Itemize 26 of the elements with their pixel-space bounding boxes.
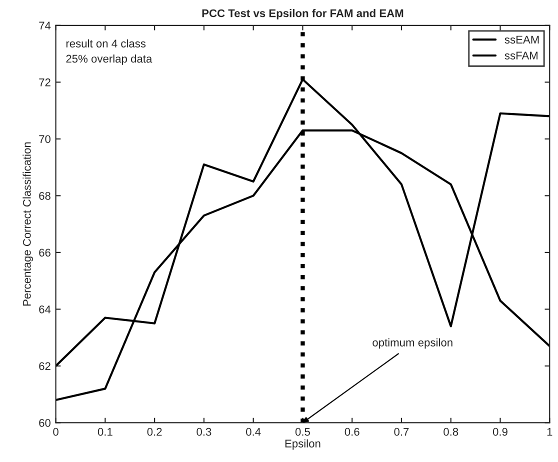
x-tick-label: 0.4: [246, 428, 261, 436]
x-tick-label: 0.6: [344, 428, 360, 436]
annotation: optimum epsilon: [372, 338, 452, 349]
x-tick-label: 0.1: [98, 428, 112, 436]
y-tick-label: 60: [39, 418, 51, 427]
y-tick-label: 72: [39, 78, 50, 86]
y-tick-label: 66: [39, 248, 50, 257]
y-tick-label: 74: [39, 22, 51, 30]
chart-title: PCC Test vs Epsilon for FAM and EAM: [202, 9, 404, 20]
x-tick-label: 0: [53, 428, 58, 436]
x-tick-label: 0.8: [444, 428, 458, 436]
x-tick-label: 0.9: [492, 428, 508, 436]
x-tick-label: 0.5: [295, 428, 310, 436]
y-tick-label: 68: [39, 192, 50, 200]
y-tick-label: 64: [39, 305, 51, 314]
x-tick-label: 0.2: [147, 428, 162, 436]
x-tick-label: 0.3: [196, 428, 212, 436]
annotation: result on 4 class 25% overlap data: [66, 39, 152, 65]
y-axis-title: Percentage Correct Classification: [22, 142, 34, 306]
x-tick-label: 0.7: [394, 428, 409, 436]
x-tick-label: 1: [547, 428, 552, 436]
legend-label: ssFAM: [504, 52, 538, 60]
y-tick-label: 62: [39, 362, 50, 370]
y-tick-label: 70: [39, 135, 51, 144]
x-axis-title: Epsilon: [285, 439, 320, 450]
legend-label: ssEAM: [504, 36, 539, 44]
